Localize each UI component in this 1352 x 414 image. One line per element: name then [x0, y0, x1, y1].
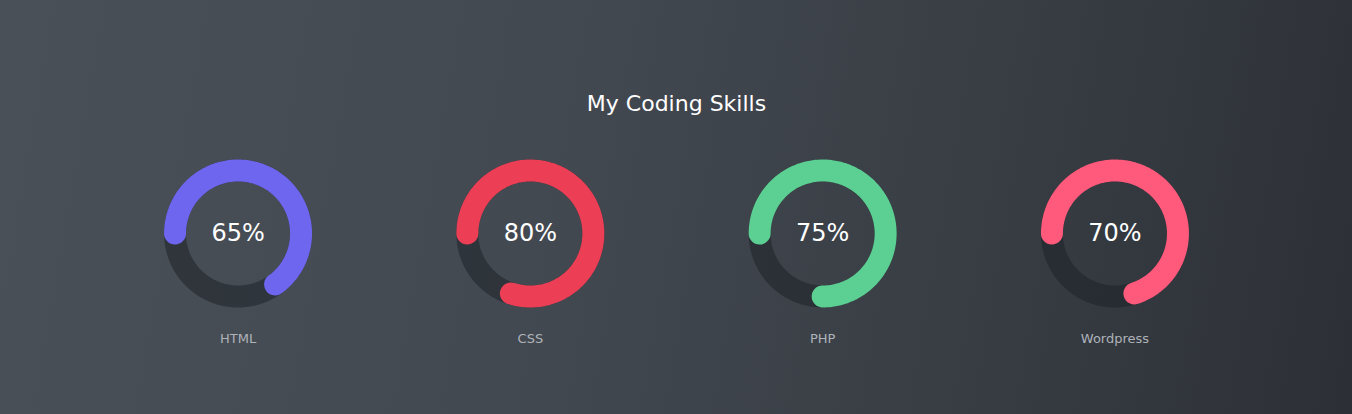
svg-text:My Coding Skills: My Coding Skills — [587, 91, 766, 116]
svg-text:65%: 65% — [211, 219, 264, 247]
svg-text:PHP: PHP — [810, 331, 836, 346]
svg-text:80%: 80% — [504, 219, 557, 247]
svg-text:CSS: CSS — [518, 331, 544, 346]
svg-text:Wordpress: Wordpress — [1081, 331, 1149, 346]
svg-text:75%: 75% — [796, 219, 849, 247]
svg-text:70%: 70% — [1088, 219, 1141, 247]
svg-text:HTML: HTML — [220, 331, 257, 346]
